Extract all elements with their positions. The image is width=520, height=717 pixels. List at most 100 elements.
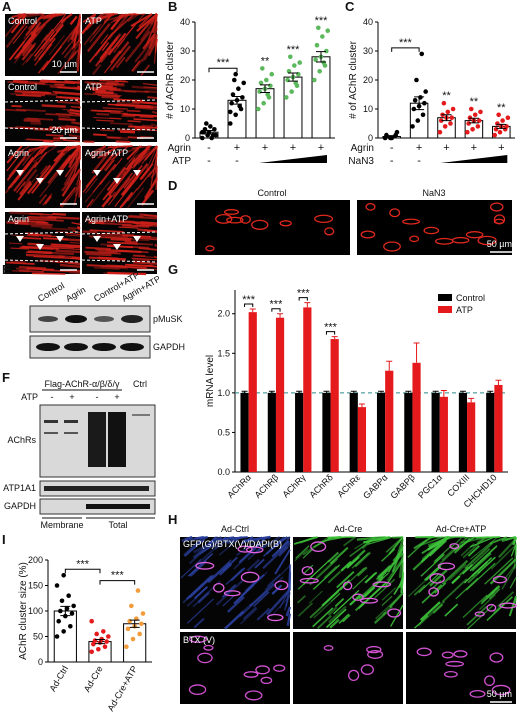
data-point — [94, 632, 99, 637]
x-tick-label: AChRε — [335, 472, 362, 499]
fiber — [116, 266, 136, 267]
data-point — [89, 650, 94, 655]
y-axis-label: # of AChR cluster — [165, 40, 176, 118]
y-tick-label: 1.5 — [217, 348, 230, 358]
data-point — [422, 101, 427, 106]
y-tick-label: 0 — [368, 133, 373, 143]
lane-label: + — [69, 392, 74, 402]
data-point — [315, 43, 320, 48]
error-bar — [441, 390, 447, 396]
band — [94, 316, 114, 322]
data-point — [213, 133, 218, 138]
data-point — [495, 121, 500, 126]
treatment-label: ATP — [21, 392, 38, 402]
panel-label: C — [345, 0, 355, 14]
data-point — [256, 107, 261, 112]
data-point — [139, 621, 144, 626]
fiber — [56, 251, 80, 253]
data-point — [410, 124, 415, 129]
data-point — [236, 86, 241, 91]
panel-label: H — [168, 512, 177, 527]
error-bar — [495, 380, 501, 385]
data-point — [209, 136, 214, 141]
fiber — [152, 112, 157, 113]
fiber — [124, 241, 137, 242]
fiber — [16, 268, 30, 269]
fiber — [95, 249, 106, 250]
fiber — [9, 243, 22, 244]
band-label: GAPDH — [4, 501, 36, 511]
fiber — [110, 113, 128, 114]
y-tick-label: 1.0 — [217, 388, 230, 398]
fiber — [24, 120, 41, 121]
data-point — [419, 52, 424, 57]
condition-name: Agrin — [351, 143, 374, 154]
band — [120, 343, 144, 351]
lane-label: - — [96, 392, 99, 402]
data-point — [103, 644, 108, 649]
y-tick-label: 20 — [363, 75, 373, 85]
data-point — [297, 60, 302, 65]
data-point — [412, 107, 417, 112]
dose-ramp — [441, 155, 508, 163]
fiber — [66, 246, 79, 247]
y-tick-label: 100 — [28, 606, 43, 616]
fiber — [127, 111, 140, 112]
condition-name: Agrin — [168, 143, 191, 154]
row-label: GFP(G)/BTX(V)/DAPI(B) — [183, 539, 282, 549]
data-point — [415, 118, 420, 123]
data-point — [261, 101, 266, 106]
band — [121, 315, 143, 323]
fiber — [96, 114, 109, 115]
fiber — [140, 117, 154, 118]
data-point — [233, 72, 238, 77]
x-tick-label: Ad-Cre+ATP — [105, 664, 139, 712]
fiber — [10, 94, 25, 95]
comparison-label: *** — [111, 570, 125, 582]
significance: *** — [315, 15, 329, 27]
fiber — [102, 97, 120, 98]
micrograph — [195, 200, 350, 255]
data-point — [320, 34, 325, 39]
fiber — [142, 102, 157, 103]
band-label: ATP1A1 — [3, 483, 36, 493]
column-title: Ad-Cre — [334, 524, 363, 534]
data-point — [240, 95, 245, 100]
fiber — [77, 80, 80, 81]
bar — [303, 307, 311, 472]
data-point — [200, 136, 205, 141]
micrograph — [293, 632, 403, 704]
fiber — [31, 226, 52, 227]
tile-label: Agrin — [8, 148, 29, 158]
condition-value: + — [318, 142, 324, 154]
condition-value: + — [290, 142, 296, 154]
scale-bar-label: 10 µm — [52, 59, 77, 69]
data-point — [233, 113, 238, 118]
bar — [358, 407, 366, 472]
data-point — [106, 634, 111, 639]
tile-label: Agrin — [8, 214, 29, 224]
data-point — [473, 113, 478, 118]
data-point — [269, 72, 274, 77]
bar — [404, 393, 412, 472]
data-point — [124, 644, 129, 649]
fiber — [32, 273, 66, 274]
fiber — [72, 258, 80, 259]
fiber — [107, 83, 119, 84]
bar — [249, 312, 257, 472]
lane-label: Control — [36, 281, 66, 304]
data-point — [55, 634, 60, 639]
data-point — [448, 121, 453, 126]
data-point — [313, 57, 318, 62]
data-point — [438, 130, 443, 135]
fiber — [70, 272, 80, 273]
y-tick-label: 20 — [180, 75, 190, 85]
bar — [377, 393, 385, 472]
x-tick-label: COXIII — [445, 472, 471, 498]
row-label: BTX (V) — [183, 635, 215, 645]
fiber — [142, 126, 153, 127]
condition-value: - — [390, 142, 394, 154]
data-point — [61, 573, 66, 578]
fiber — [54, 85, 64, 86]
